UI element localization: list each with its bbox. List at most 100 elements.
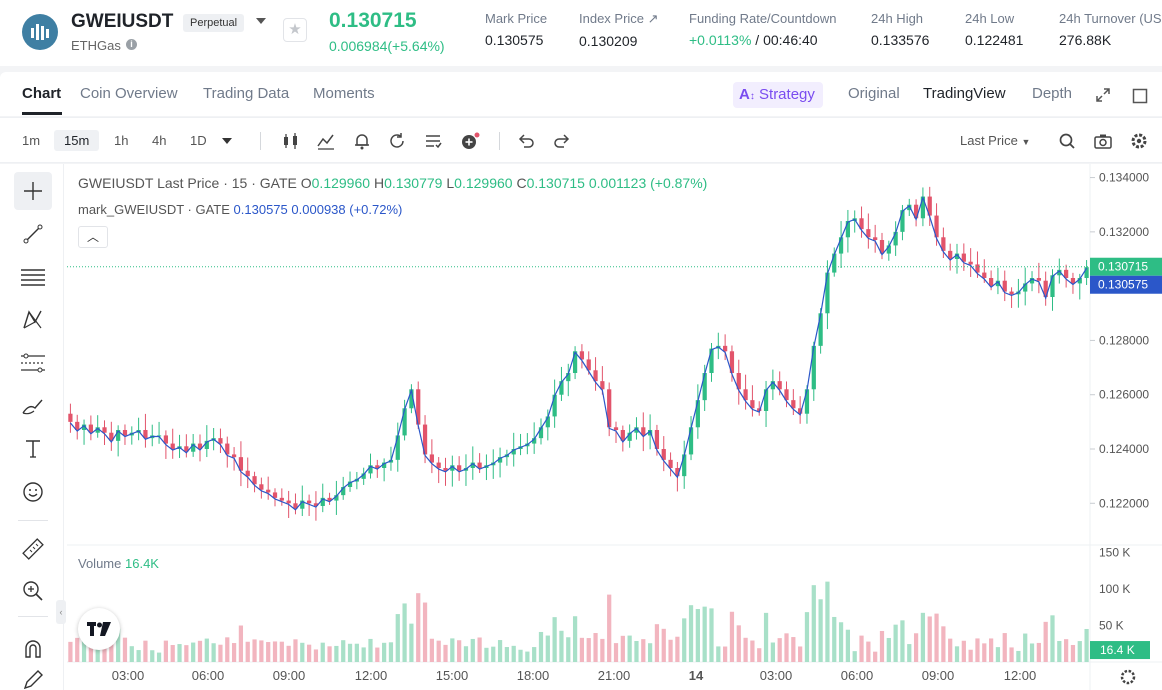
redo-icon[interactable] [551,130,573,152]
price-type-select[interactable]: Last Price ▼ [960,133,1031,148]
last-price-tag-label: 0.130715 [1098,260,1148,274]
volume-bar [777,638,782,662]
trendline-tool[interactable] [14,215,52,253]
window-icon[interactable] [1132,88,1148,104]
candle-body [266,489,271,493]
collapse-legend-button[interactable]: ︿ [78,226,108,248]
crosshair-tool[interactable] [14,172,52,210]
collapse-toolbar-icon[interactable]: ‹ [56,600,66,624]
time-tick-label: 09:00 [273,668,306,683]
price-chart[interactable]: 0.1340000.1320000.1300000.1280000.126000… [65,164,1162,690]
candle-body [109,432,114,441]
candle-body [327,497,332,501]
candle-body [368,465,373,474]
candle-body [927,196,932,216]
volume-bar [511,645,516,662]
candle-body [982,272,987,278]
pencil-tool[interactable] [14,670,52,690]
settings-list-icon[interactable] [422,130,444,152]
candle-body [102,427,107,433]
tab-moments[interactable]: Moments [313,85,375,102]
price-axis[interactable]: 0.1340000.1320000.1300000.1280000.126000… [1090,171,1162,511]
volume-bar [470,638,475,662]
tab-chart[interactable]: Chart [22,85,62,102]
timeframe-1m[interactable]: 1m [22,133,41,148]
candle-body [579,351,585,360]
volume-bar [429,638,434,662]
expand-icon[interactable] [1096,88,1110,102]
search-icon[interactable] [1056,130,1078,152]
volume-bar [757,648,762,662]
tradingview-logo[interactable] [78,608,120,650]
symbol-name[interactable]: GWEIUSDT [71,11,174,32]
candle-body [900,210,905,232]
stat-index-price[interactable]: Index Price ↗ 0.130209 [579,11,659,49]
timeframe-4h[interactable]: 4h [152,133,167,148]
time-axis[interactable]: 03:00 06:00 09:00 12:00 15:00 18:00 21:00 14 03:… [112,668,1136,685]
volume-bar [607,594,612,662]
volume-bar [463,646,469,662]
external-link-icon[interactable]: ↗ [647,11,659,26]
contract-type-badge: Perpetual [183,14,245,32]
indicators-icon[interactable] [315,130,337,152]
volume-bar [579,637,585,662]
timeframe-15m[interactable]: 15m [54,130,100,151]
volume-bar [920,612,926,662]
stat-value: 0.133576 [871,32,930,48]
ruler-tool[interactable] [14,530,52,568]
candle-body [941,237,946,251]
tab-coin-overview[interactable]: Coin Overview [80,85,178,102]
candle-body [913,204,919,219]
candle-body [695,400,700,428]
brush-tool[interactable] [14,387,52,425]
timeframe-1d[interactable]: 1D [190,133,207,148]
camera-icon[interactable] [1092,130,1114,152]
volume-bar [300,642,305,662]
volume-bar [477,637,482,662]
pattern-icon [23,310,42,329]
stat-value: 276.88K [1059,32,1112,48]
volume-bar [716,646,721,662]
magnet-tool[interactable] [14,630,52,668]
view-depth[interactable]: Depth [1032,85,1073,102]
view-tradingview[interactable]: TradingView [923,85,1006,102]
axis-gear-icon[interactable] [1120,669,1136,685]
symbol-dropdown-icon[interactable] [256,18,266,24]
volume-bar [416,593,421,662]
pattern-tool[interactable] [14,301,52,339]
candle-body [259,484,264,490]
price-tick-label: 0.122000 [1099,496,1149,510]
candle-body [893,231,898,246]
zoom-tool[interactable] [14,572,52,610]
volume-bar [177,644,182,662]
volume-bar [743,637,748,662]
horizontal-lines-tool[interactable] [14,258,52,296]
emoji-tool[interactable] [14,473,52,511]
countdown-value: / 00:46:40 [751,32,818,48]
stat-label: 24h High [871,11,924,26]
candle-body [450,465,455,471]
candle-body [873,237,878,240]
info-icon[interactable]: i [126,39,137,50]
alert-icon[interactable] [351,130,373,152]
candles-icon[interactable] [280,130,302,152]
view-original[interactable]: Original [848,85,900,102]
measure-range-tool[interactable] [14,344,52,382]
strategy-button[interactable]: A↕ Strategy [733,82,823,108]
add-indicator-icon[interactable] [459,130,481,152]
candle-body [954,253,960,259]
candle-body [661,449,666,460]
tab-trading-data[interactable]: Trading Data [203,85,290,102]
volume-bar [225,637,230,662]
favorite-star-icon[interactable]: ★ [283,18,307,42]
gear-icon[interactable] [1128,130,1150,152]
timeframe-dropdown-icon[interactable] [222,138,232,144]
candle-body [320,497,325,506]
candle-body [347,481,353,487]
funding-rate-value: +0.0113% [689,32,752,48]
text-tool[interactable] [14,430,52,468]
undo-icon[interactable] [515,130,537,152]
timeframe-1h[interactable]: 1h [114,133,129,148]
replay-icon[interactable] [386,130,408,152]
